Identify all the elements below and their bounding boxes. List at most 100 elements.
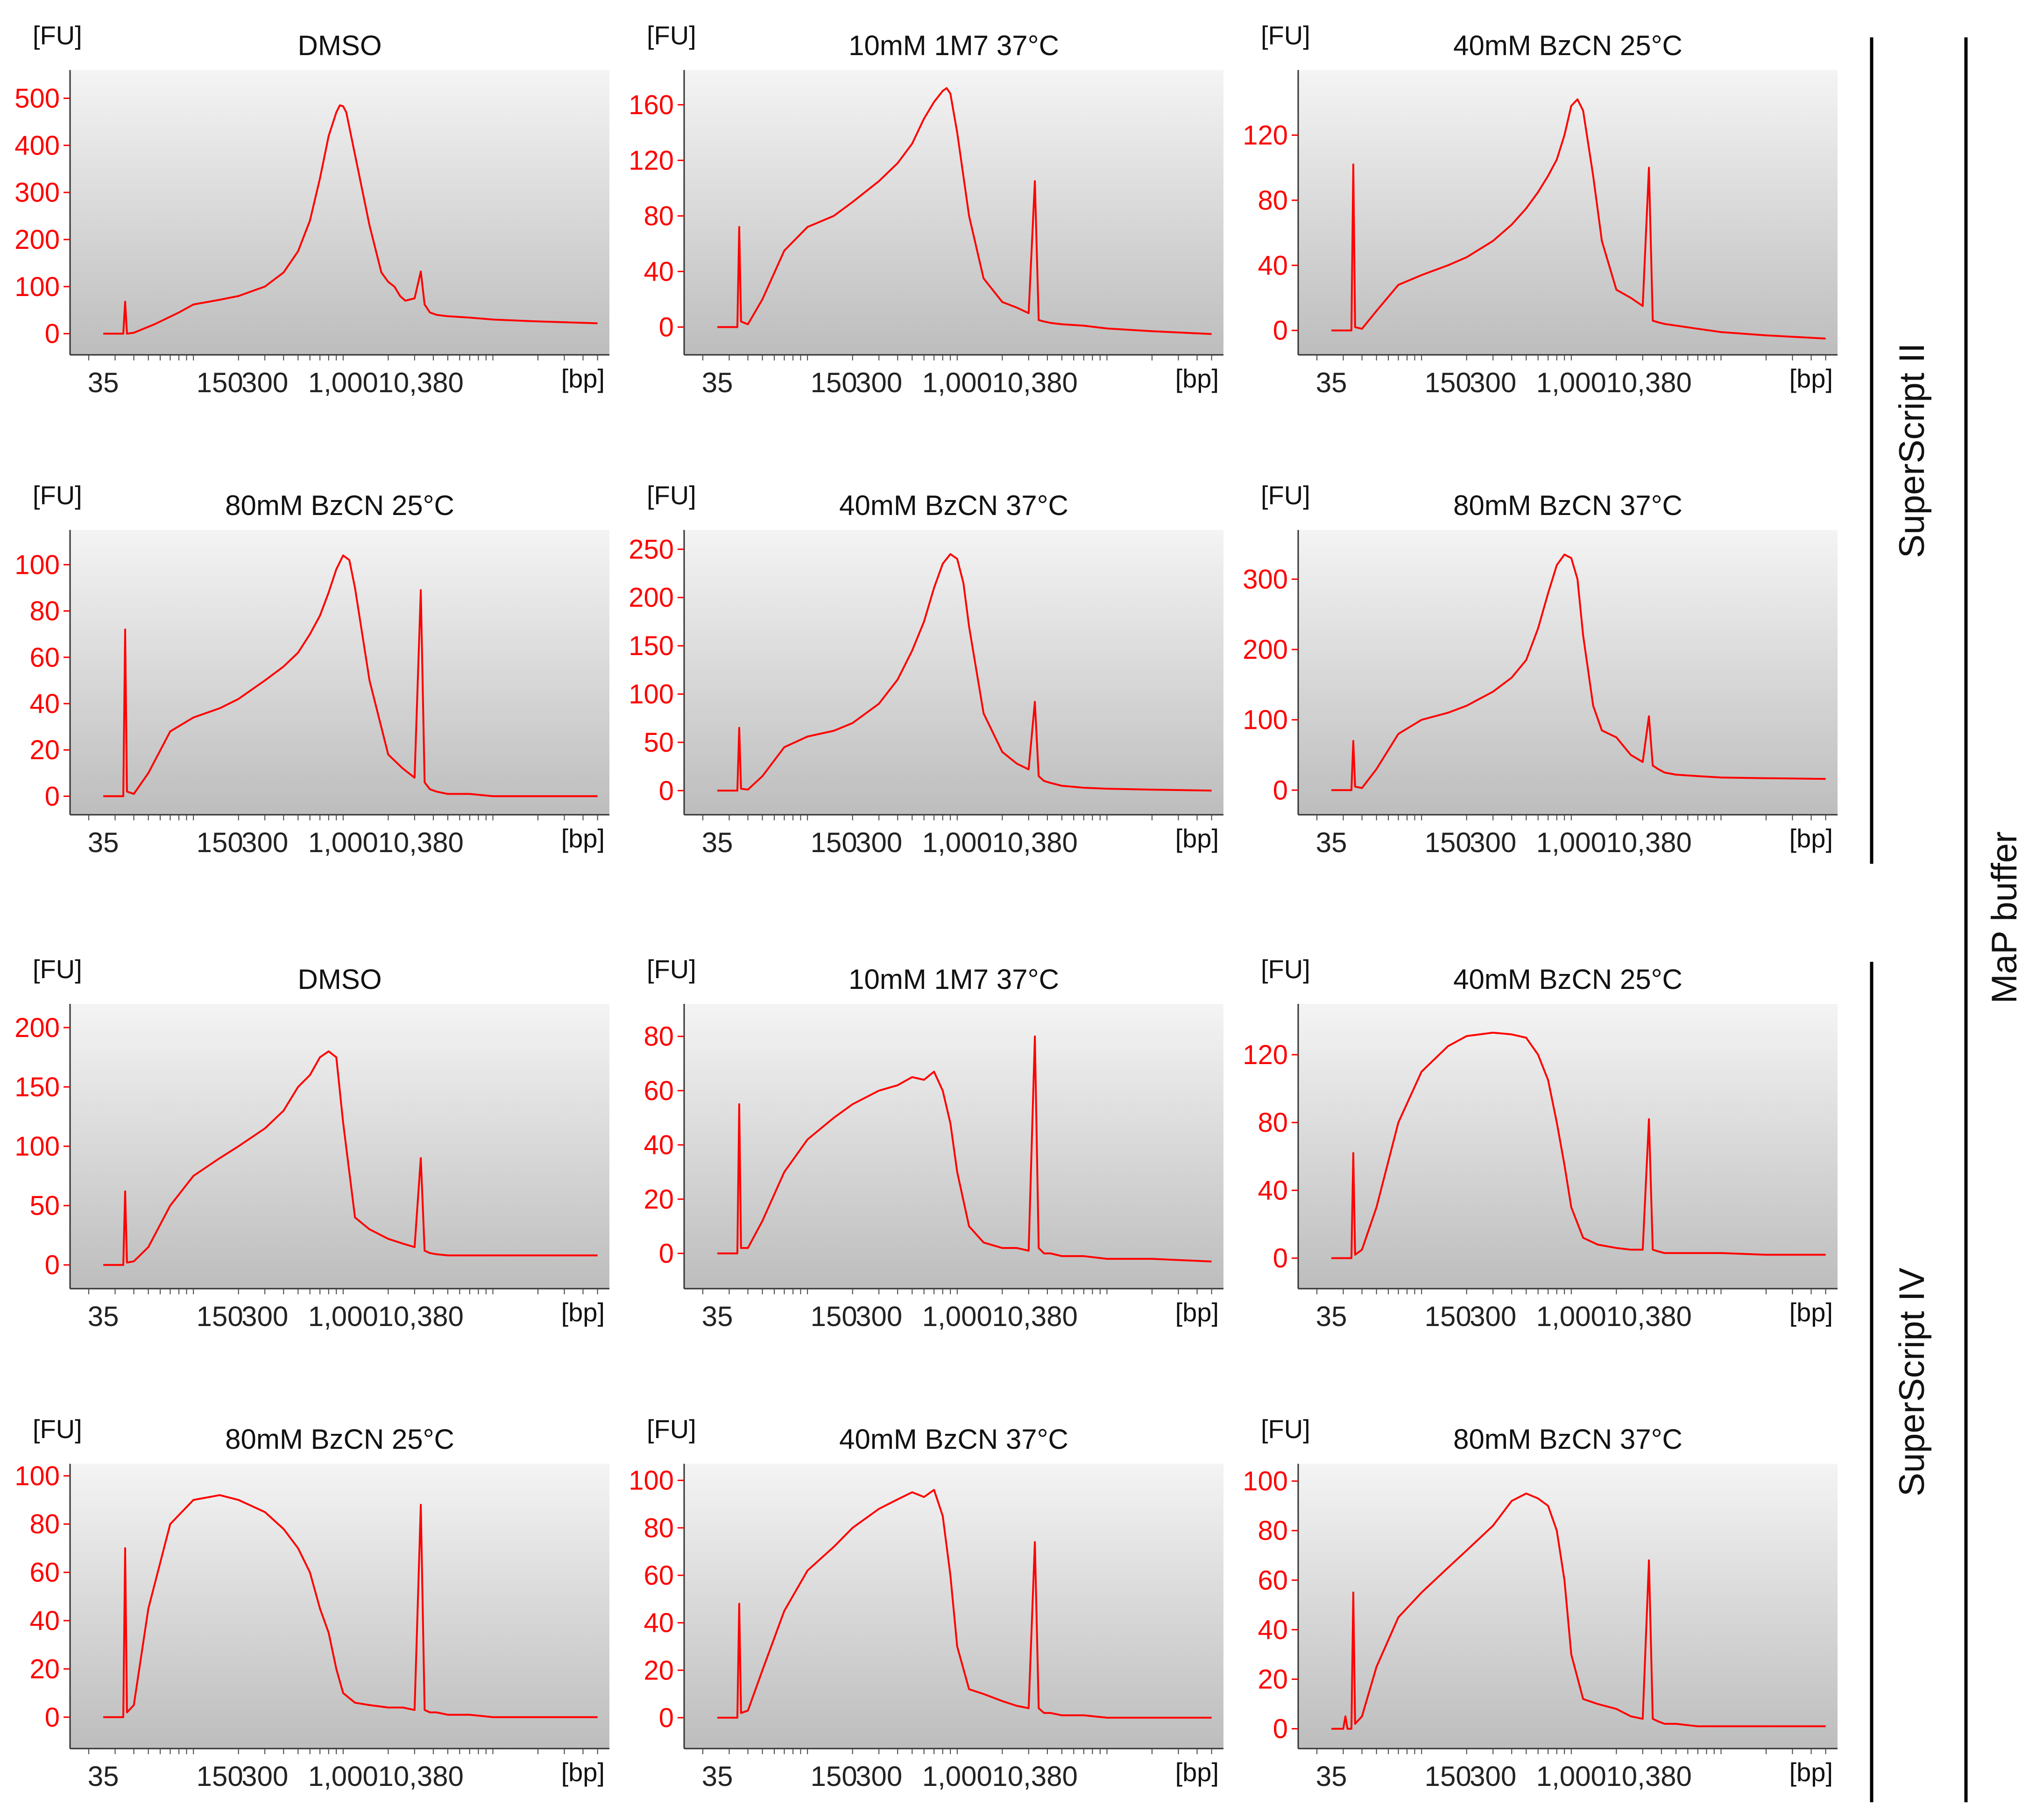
x-tick-label: 1,000	[1536, 1301, 1606, 1332]
y-axis-unit-label: [FU]	[33, 954, 82, 984]
electropherogram-trace	[717, 1035, 1212, 1263]
x-axis-unit-label: [bp]	[1175, 1298, 1219, 1327]
plot-area	[70, 70, 609, 355]
y-tick-label: 80	[643, 1022, 674, 1052]
chart-title: 10mM 1M7 37°C	[848, 30, 1059, 61]
y-axis-unit-label: [FU]	[1261, 21, 1310, 50]
y-tick-label: 0	[1273, 775, 1288, 805]
x-tick-label: 1,000	[922, 367, 992, 398]
y-tick-label: 200	[629, 583, 674, 613]
y-axis-unit-label: [FU]	[647, 480, 696, 510]
y-tick-label: 40	[1258, 1615, 1288, 1645]
x-tick-label: 35	[1316, 1761, 1347, 1792]
y-tick-label: 0	[1273, 1243, 1288, 1274]
y-tick-label: 0	[45, 319, 60, 349]
y-tick-label: 80	[29, 1509, 60, 1539]
electropherogram-trace	[103, 1494, 598, 1718]
x-tick-label: 300	[855, 1761, 902, 1792]
y-tick-label: 300	[14, 177, 60, 208]
y-tick-label: 0	[45, 781, 60, 811]
y-tick-label: 120	[629, 145, 674, 176]
x-tick-label: 10,380	[992, 1301, 1078, 1332]
x-tick-label: 300	[1470, 827, 1516, 858]
x-tick-label: 1,000	[922, 1761, 992, 1792]
x-axis-unit-label: [bp]	[561, 1298, 605, 1327]
x-axis-unit-label: [bp]	[1789, 1757, 1833, 1787]
chart-title: 80mM BzCN 37°C	[1453, 1424, 1683, 1455]
chart-title: 80mM BzCN 37°C	[1453, 490, 1683, 521]
x-tick-label: 10,380	[992, 827, 1078, 858]
x-tick-label: 10,380	[1606, 827, 1692, 858]
y-tick-label: 500	[14, 83, 60, 113]
plot-area	[70, 530, 609, 815]
y-axis-unit-label: [FU]	[33, 21, 82, 50]
electropherogram-trace	[1331, 1492, 1826, 1730]
y-tick-label: 200	[1243, 635, 1288, 665]
x-tick-label: 300	[241, 367, 288, 398]
x-tick-label: 150	[811, 1301, 857, 1332]
x-axis-unit-label: [bp]	[1789, 824, 1833, 853]
y-tick-label: 200	[14, 225, 60, 255]
y-tick-label: 250	[629, 534, 674, 564]
y-tick-label: 80	[643, 1513, 674, 1543]
chart-title: 80mM BzCN 25°C	[225, 490, 454, 521]
x-axis-unit-label: [bp]	[1789, 364, 1833, 393]
electropherogram-trace	[717, 1488, 1212, 1719]
x-tick-label: 10,380	[378, 1761, 464, 1792]
chart-title: 80mM BzCN 25°C	[225, 1424, 454, 1455]
y-tick-label: 50	[643, 727, 674, 758]
x-tick-label: 300	[1470, 367, 1516, 398]
x-axis-unit-label: [bp]	[561, 1757, 605, 1787]
x-tick-label: 35	[88, 1301, 119, 1332]
y-axis-unit-label: [FU]	[33, 480, 82, 510]
x-tick-label: 300	[241, 827, 288, 858]
y-tick-label: 0	[659, 1703, 674, 1733]
y-tick-label: 60	[643, 1560, 674, 1591]
x-tick-label: 150	[811, 1761, 857, 1792]
x-tick-label: 35	[1316, 1301, 1347, 1332]
x-tick-label: 150	[811, 827, 857, 858]
plot-area	[684, 530, 1223, 815]
electropherogram-trace	[103, 104, 598, 335]
x-tick-label: 150	[197, 367, 243, 398]
y-tick-label: 0	[1273, 316, 1288, 346]
x-tick-label: 10,380	[1606, 367, 1692, 398]
y-tick-label: 100	[14, 550, 60, 580]
x-tick-label: 10,380	[1606, 1761, 1692, 1792]
chart-title: DMSO	[298, 964, 382, 995]
electropherogram-trace	[717, 87, 1212, 335]
y-tick-label: 40	[643, 1130, 674, 1160]
x-tick-label: 10,380	[992, 367, 1078, 398]
x-tick-label: 35	[1316, 367, 1347, 398]
y-tick-label: 60	[29, 1558, 60, 1588]
y-tick-label: 40	[29, 1606, 60, 1636]
x-tick-label: 150	[197, 1301, 243, 1332]
y-axis-unit-label: [FU]	[33, 1414, 82, 1444]
electropherogram-trace	[1331, 1031, 1826, 1259]
electropherogram-trace	[1331, 98, 1826, 340]
y-tick-label: 60	[29, 642, 60, 673]
y-tick-label: 160	[629, 90, 674, 120]
x-tick-label: 35	[88, 827, 119, 858]
plot-area	[1298, 530, 1838, 815]
electropherogram-trace	[103, 1050, 598, 1266]
x-tick-label: 150	[1425, 827, 1471, 858]
x-tick-label: 300	[241, 1761, 288, 1792]
x-tick-label: 1,000	[1536, 827, 1606, 858]
y-tick-label: 40	[29, 689, 60, 719]
y-tick-label: 20	[1258, 1664, 1288, 1694]
y-tick-label: 20	[643, 1184, 674, 1214]
y-tick-label: 100	[14, 272, 60, 302]
x-axis-unit-label: [bp]	[1175, 1757, 1219, 1787]
x-tick-label: 35	[702, 367, 733, 398]
x-tick-label: 10,380	[992, 1761, 1078, 1792]
x-tick-label: 35	[1316, 827, 1347, 858]
x-tick-label: 1,000	[1536, 367, 1606, 398]
